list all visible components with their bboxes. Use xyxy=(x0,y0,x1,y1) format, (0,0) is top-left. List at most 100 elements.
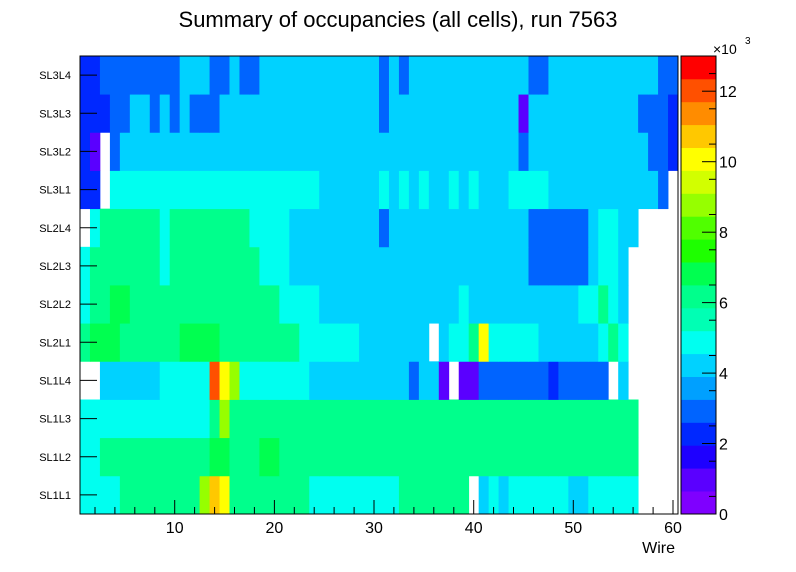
heatmap-cell xyxy=(269,399,280,439)
heatmap-cell xyxy=(468,56,480,95)
heatmap-cell xyxy=(478,56,490,95)
heatmap-cell xyxy=(299,56,310,95)
heatmap-cell xyxy=(408,323,420,362)
heatmap-cell xyxy=(339,475,350,515)
heatmap-cell xyxy=(418,132,430,171)
heatmap-cell xyxy=(269,246,280,286)
heatmap-cell xyxy=(309,56,320,95)
heatmap-cell xyxy=(289,170,300,210)
heatmap-cell xyxy=(369,246,380,286)
heatmap-cell xyxy=(279,399,290,439)
heatmap-cell xyxy=(488,94,499,133)
heatmap-cell xyxy=(398,170,410,210)
heatmap-cell xyxy=(139,170,151,210)
heatmap-cell xyxy=(518,399,529,439)
heatmap-cell xyxy=(428,94,440,133)
heatmap-cell xyxy=(139,361,151,400)
heatmap-cell xyxy=(139,94,151,133)
heatmap-cell xyxy=(498,56,509,95)
heatmap-cell xyxy=(538,285,549,324)
heatmap-cell xyxy=(249,475,260,515)
heatmap-cell xyxy=(349,246,360,286)
heatmap-cell xyxy=(189,170,200,210)
heatmap-cell xyxy=(528,323,539,362)
heatmap-cell xyxy=(319,437,330,477)
heatmap-cell xyxy=(478,246,490,286)
heatmap-cell xyxy=(209,56,220,95)
heatmap-cell xyxy=(229,246,240,286)
heatmap-cell xyxy=(618,399,629,439)
heatmap-cell xyxy=(418,170,430,210)
heatmap-cell xyxy=(418,208,430,248)
heatmap-cell xyxy=(269,94,280,133)
heatmap-cell xyxy=(259,56,270,95)
heatmap-cell xyxy=(478,208,490,248)
heatmap-cell xyxy=(448,170,460,210)
heatmap-cell xyxy=(139,399,151,439)
heatmap-cell xyxy=(598,170,609,210)
heatmap-cell xyxy=(438,170,450,210)
heatmap-cell xyxy=(548,170,559,210)
heatmap-cell xyxy=(388,475,400,515)
heatmap-cell xyxy=(458,132,470,171)
row-label: SL1L4 xyxy=(39,375,71,387)
heatmap-cell xyxy=(608,285,619,324)
heatmap-cell xyxy=(339,132,350,171)
heatmap-cell xyxy=(488,246,499,286)
heatmap-cell xyxy=(408,56,420,95)
heatmap-cell xyxy=(379,56,390,95)
heatmap-cell xyxy=(588,94,599,133)
heatmap-cell xyxy=(398,399,410,439)
heatmap-cell xyxy=(498,475,509,515)
heatmap-cell xyxy=(349,170,360,210)
heatmap-cell xyxy=(578,399,589,439)
heatmap-cell xyxy=(249,246,260,286)
heatmap-cell xyxy=(309,170,320,210)
heatmap-cell xyxy=(379,208,390,248)
x-axis-ticks: 10 20 30 40 50 60 xyxy=(94,500,682,537)
heatmap-cell xyxy=(189,361,200,400)
heatmap-cell xyxy=(199,323,210,362)
color-scale-segment xyxy=(681,101,716,126)
heatmap-cell xyxy=(618,323,629,362)
heatmap-cell xyxy=(219,361,230,400)
heatmap-cell xyxy=(299,285,310,324)
heatmap-cell xyxy=(149,437,161,477)
heatmap-cell xyxy=(219,323,230,362)
heatmap-cell xyxy=(628,437,639,477)
heatmap-cell xyxy=(139,132,151,171)
heatmap-cell xyxy=(339,285,350,324)
color-scale-segment xyxy=(681,491,716,515)
heatmap-cell xyxy=(578,361,589,400)
heatmap-cell xyxy=(359,361,370,400)
heatmap-cell xyxy=(379,170,390,210)
heatmap-cell xyxy=(119,437,131,477)
heatmap-cell xyxy=(119,208,131,248)
heatmap-cell xyxy=(349,475,360,515)
heatmap-cell xyxy=(299,323,310,362)
color-scale-segment xyxy=(681,353,716,377)
heatmap-cell xyxy=(119,94,131,133)
heatmap-cell xyxy=(588,208,599,248)
heatmap-cell xyxy=(139,475,151,515)
heatmap-cell xyxy=(379,475,390,515)
heatmap-cell xyxy=(319,208,330,248)
heatmap-cell xyxy=(488,285,499,324)
heatmap-cell xyxy=(309,437,320,477)
heatmap-cell xyxy=(608,475,619,515)
heatmap-cell xyxy=(598,94,609,133)
heatmap-cell xyxy=(159,132,171,171)
heatmap-cell xyxy=(608,323,619,362)
heatmap-cell xyxy=(149,246,161,286)
heatmap-cell xyxy=(538,132,549,171)
heatmap-cell xyxy=(369,475,380,515)
heatmap-cell xyxy=(219,208,230,248)
heatmap-cell xyxy=(149,56,161,95)
heatmap-cell xyxy=(498,437,509,477)
heatmap-cell xyxy=(119,361,131,400)
heatmap-cell xyxy=(588,170,599,210)
color-scale-segment xyxy=(681,170,716,194)
heatmap-cell xyxy=(319,475,330,515)
heatmap-cell xyxy=(478,475,490,515)
